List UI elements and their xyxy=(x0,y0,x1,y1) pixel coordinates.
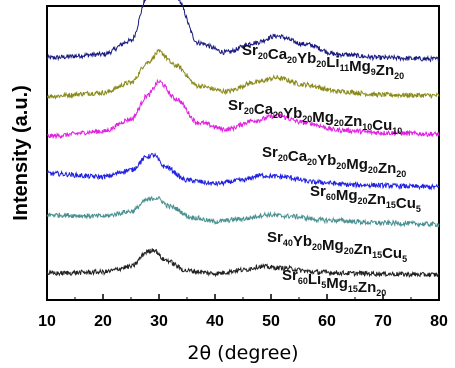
x-tick-label-7: 70 xyxy=(374,313,392,330)
x-tick-label-2: 20 xyxy=(94,313,112,330)
x-tick-label-1: 10 xyxy=(38,313,56,330)
series-line-5 xyxy=(46,195,440,228)
curves-group xyxy=(46,0,440,279)
series-line-2 xyxy=(46,49,440,100)
y-axis-title: Intensity (a.u.) xyxy=(10,85,32,221)
x-tick-label-8: 80 xyxy=(430,313,448,330)
series-line-4 xyxy=(46,152,440,191)
series-label-3: Sr20Ca20Yb20Mg20Zn20 xyxy=(262,144,406,179)
series-label-1: Sr20Ca20Yb20Li11Mg9Zn20 xyxy=(242,42,404,81)
x-axis-title: 2θ (degree) xyxy=(187,342,298,364)
x-tick-label-4: 40 xyxy=(206,313,224,330)
series-line-3 xyxy=(46,78,440,140)
x-tick-label-5: 50 xyxy=(262,313,280,330)
series-line-1 xyxy=(46,0,439,63)
series-label-2: Sr20Ca20Yb20Mg20Zn10Cu10 xyxy=(228,97,402,136)
series-label-6: Sr60Li5Mg15Zn20 xyxy=(282,267,386,298)
series-label-5: Sr40Yb20Mg20Zn15Cu5 xyxy=(267,229,407,264)
x-tick-group: 10 20 30 40 50 60 70 80 xyxy=(38,294,448,330)
series-labels-group: Sr20Ca20Yb20Li11Mg9Zn20 Sr20Ca20Yb20Mg20Z… xyxy=(228,42,421,298)
series-line-6 xyxy=(46,248,440,279)
series-label-4: Sr60Mg20Zn15Cu5 xyxy=(310,183,421,214)
x-tick-label-6: 60 xyxy=(318,313,336,330)
x-tick-label-3: 30 xyxy=(150,313,168,330)
